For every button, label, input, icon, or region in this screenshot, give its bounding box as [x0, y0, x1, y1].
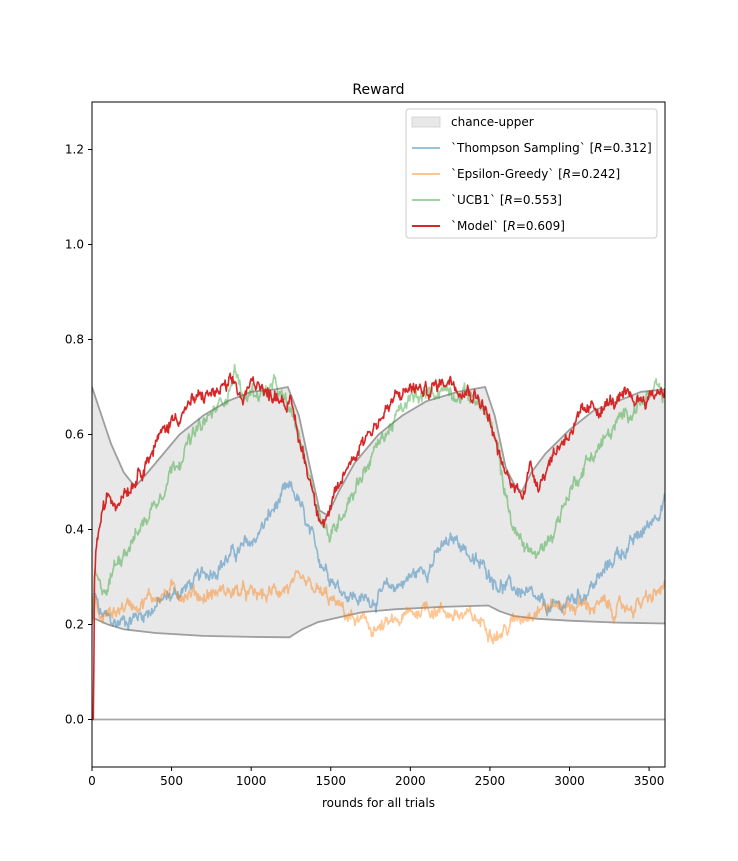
legend-label-band: chance-upper [451, 115, 534, 129]
series-line-3 [92, 372, 665, 721]
chance-upper-line [92, 385, 665, 517]
legend-label-2: `UCB1` [R=0.553] [451, 193, 562, 207]
x-tick-label: 1000 [236, 774, 267, 788]
y-tick-label: 0.6 [65, 428, 84, 442]
legend-label-3: `Model` [R=0.609] [451, 219, 565, 233]
y-tick-label: 1.0 [65, 238, 84, 252]
axis-ticks: 0 500 1000 1500 2000 2500 3000 3500 0.0 0.2 0.4 0.6… [65, 143, 664, 789]
x-tick-label: 2500 [475, 774, 506, 788]
legend-box [405, 108, 658, 239]
y-tick-label: 0.4 [65, 523, 84, 537]
y-tick-label: 0.2 [65, 618, 84, 632]
chart-title: Reward [352, 82, 404, 98]
x-tick-label: 3000 [554, 774, 585, 788]
x-tick-label: 500 [160, 774, 183, 788]
legend: chance-upper `Thompson Sampling` [R=0.312… [405, 108, 658, 239]
x-axis-label: rounds for all trials [322, 796, 435, 810]
x-tick-label: 0 [88, 774, 96, 788]
plot-area [92, 363, 665, 721]
y-tick-label: 0.0 [65, 713, 84, 727]
series-line-2 [92, 363, 665, 616]
plot-series [92, 363, 665, 721]
legend-swatch-band [411, 116, 441, 128]
series-line-1 [92, 570, 665, 645]
x-tick-label: 3500 [634, 774, 665, 788]
y-tick-label: 1.2 [65, 143, 84, 157]
chance-lower-line [92, 604, 665, 639]
chance-band [92, 387, 665, 638]
y-tick-label: 0.8 [65, 333, 84, 347]
legend-label-0: `Thompson Sampling` [R=0.312] [451, 141, 652, 155]
x-tick-label: 2000 [395, 774, 426, 788]
x-tick-label: 1500 [315, 774, 346, 788]
legend-label-1: `Epsilon-Greedy` [R=0.242] [451, 167, 620, 181]
series-line-0 [92, 480, 665, 631]
